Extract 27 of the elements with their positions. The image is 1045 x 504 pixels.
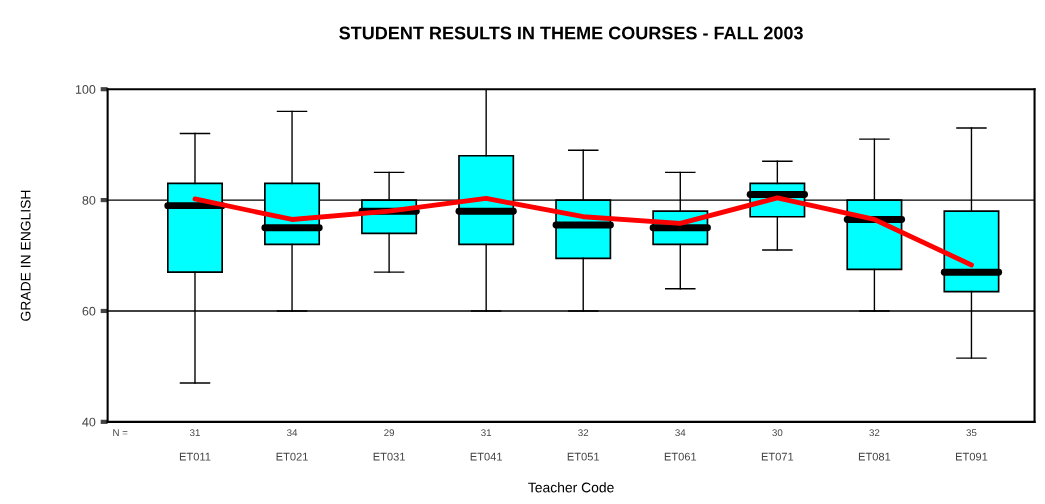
- y-tick-label: 60: [82, 306, 96, 316]
- text: 31: [189, 429, 200, 437]
- text: 32: [869, 429, 880, 437]
- x-tick-label: ET081: [858, 452, 891, 461]
- x-tick-label: ET031: [373, 452, 405, 461]
- chart-title: STUDENT RESULTS IN THEME COURSES - FALL 2003: [339, 26, 803, 40]
- text: 32: [578, 429, 589, 437]
- x-tick-label: ET041: [470, 452, 502, 461]
- y-axis-title: GRADE IN ENGLISH: [20, 190, 31, 321]
- text: 30: [772, 429, 783, 437]
- y-tick-label: 100: [75, 85, 96, 94]
- x-tick-label: ET061: [664, 452, 697, 461]
- x-tick-label: ET011: [179, 452, 211, 461]
- x-tick-label: ET091: [956, 452, 988, 461]
- text: 34: [675, 429, 686, 437]
- x-tick-label: ET071: [761, 452, 794, 461]
- text: N =: [113, 429, 128, 436]
- text: 29: [384, 429, 395, 437]
- text: 35: [966, 429, 977, 437]
- y-tick-label: 80: [82, 195, 96, 205]
- x-tick-label: ET021: [276, 452, 308, 461]
- x-tick-label: ET051: [567, 452, 600, 461]
- text: 34: [287, 429, 298, 437]
- y-tick-label: 40: [82, 417, 96, 427]
- line-series: [192, 195, 974, 268]
- text: 31: [481, 429, 492, 437]
- x-axis-title: Teacher Code: [528, 482, 614, 493]
